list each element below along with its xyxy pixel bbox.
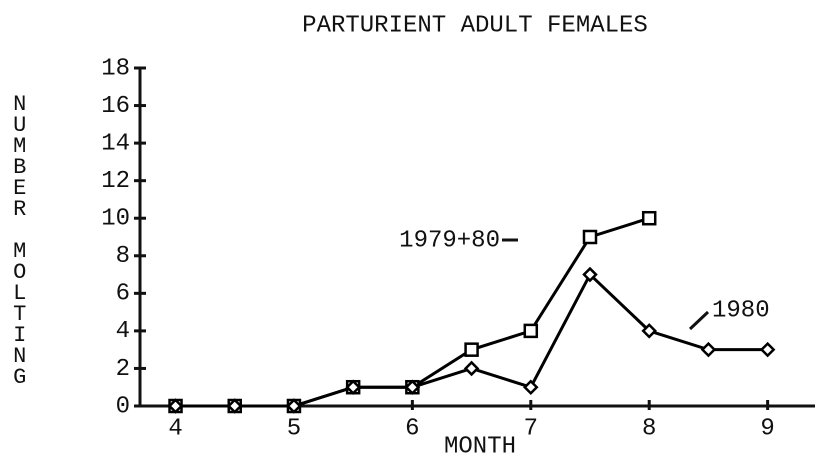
y-tick-label: 18 [101, 55, 130, 82]
series-label: 1979+80 [399, 227, 500, 254]
marker [404, 379, 421, 395]
series-label: 1980 [712, 297, 770, 324]
marker [759, 341, 776, 358]
y-tick-label: 10 [101, 206, 130, 233]
y-tick-label: 16 [101, 93, 130, 120]
marker [167, 398, 184, 414]
marker [286, 398, 302, 414]
x-tick-label: 8 [642, 415, 656, 442]
y-tick-label: 6 [116, 281, 130, 308]
chart-title: PARTURIENT ADULT FEMALES [302, 12, 648, 39]
marker [582, 266, 598, 283]
label-leader [688, 310, 710, 331]
x-tick-label: 4 [168, 415, 182, 442]
marker [641, 210, 657, 226]
y-tick-label: 8 [116, 243, 130, 270]
x-tick-label: 9 [760, 415, 774, 442]
x-axis-label: MONTH [444, 433, 516, 460]
marker [700, 341, 717, 358]
marker [463, 360, 480, 377]
y-tick-label: 4 [116, 318, 130, 345]
y-tick-label: 12 [101, 168, 130, 195]
marker [641, 323, 657, 339]
marker [523, 379, 539, 395]
marker [226, 398, 243, 414]
marker [523, 323, 539, 339]
x-tick-label: 7 [524, 415, 538, 442]
marker [345, 379, 361, 395]
y-tick-label: 2 [116, 356, 130, 383]
y-tick-label: 14 [101, 130, 130, 157]
y-tick-label: 0 [116, 393, 130, 420]
x-tick-label: 6 [405, 415, 419, 442]
marker [582, 229, 598, 245]
marker [464, 342, 479, 357]
x-tick-label: 5 [287, 415, 301, 442]
y-axis-label: NUMBER MOLTING [7, 92, 32, 386]
series-line [175, 272, 768, 408]
